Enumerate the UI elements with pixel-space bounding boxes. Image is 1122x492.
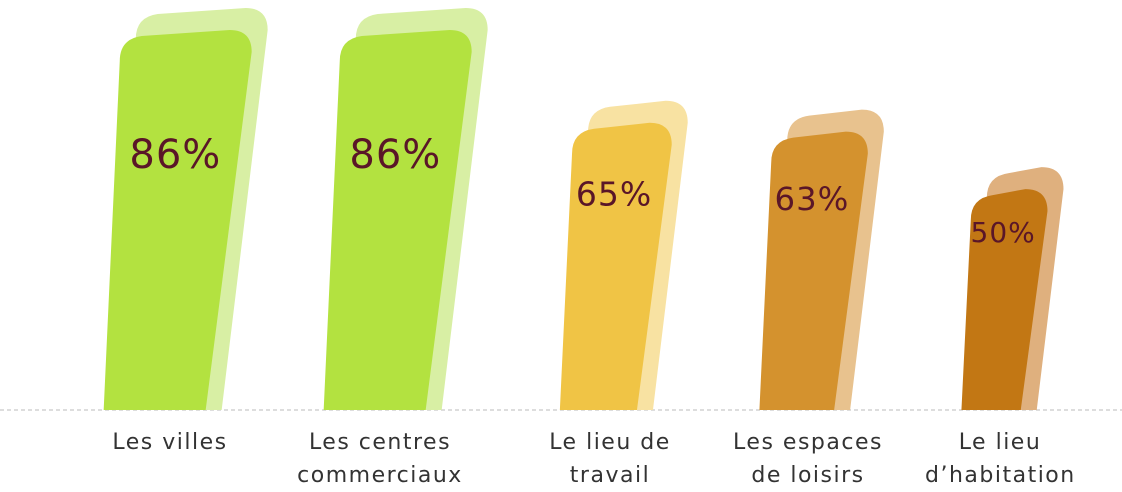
- category-label: Le lieu de travail: [549, 430, 671, 488]
- bar: [323, 30, 472, 410]
- value-label: 50%: [971, 216, 1036, 249]
- value-label: 65%: [576, 175, 652, 214]
- bar: [103, 30, 252, 410]
- category-label: Les espaces de loisirs: [733, 430, 883, 488]
- value-label: 86%: [129, 132, 221, 178]
- bar: [559, 122, 672, 410]
- value-label: 63%: [775, 180, 850, 218]
- category-label: Les villes: [112, 430, 228, 455]
- category-label: Le lieu d’habitation: [925, 430, 1076, 488]
- bar: [961, 189, 1048, 410]
- bar: [759, 131, 868, 410]
- value-label: 86%: [349, 132, 441, 178]
- category-label: Les centres commerciaux: [297, 430, 463, 488]
